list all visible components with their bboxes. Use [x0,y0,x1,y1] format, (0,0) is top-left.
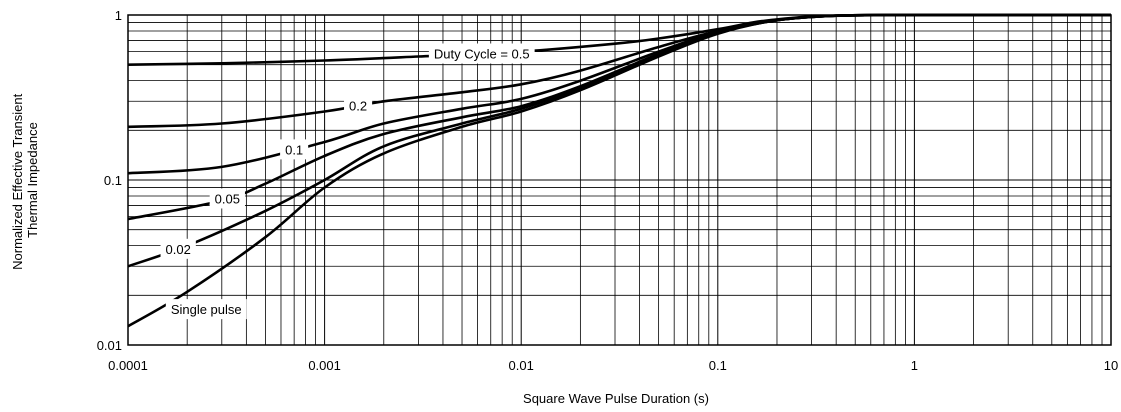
plot-area-frame [127,14,1112,346]
series-label-box [428,43,535,64]
x-axis-ticks: 0.0001 0.001 0.01 0.1 1 10 [108,358,1118,373]
x-tick-label: 1 [911,358,918,373]
series-label-3: 0.05 [209,188,245,209]
y-tick-label: 0.01 [97,338,122,353]
y-axis-title: Normalized Effective Transient Thermal I… [10,90,40,270]
x-tick-label: 0.01 [509,358,534,373]
y-axis-ticks: 0.01 0.1 1 [97,8,122,353]
series-label-text: Single pulse [171,302,242,317]
series-label-text: 0.2 [349,99,367,114]
series-label-0: Duty Cycle = 0.5 [428,43,535,64]
y-tick-label: 0.1 [104,173,122,188]
series-label-box [165,299,247,320]
series-label-box [160,238,196,259]
series-label-4: 0.02 [160,238,196,259]
series-labels: Duty Cycle = 0.5 0.2 0.1 0.05 0.02 Single pul… [160,43,535,320]
series-label-box [280,139,309,160]
x-tick-label: 0.0001 [108,358,148,373]
series-lines [127,13,1112,328]
series-label-5: Single pulse [165,299,247,320]
series-label-text: 0.05 [215,191,240,206]
series-label-box [209,188,245,209]
x-tick-label: 0.1 [709,358,727,373]
y-axis-title-line-2: Thermal Impedance [25,122,40,238]
grid [127,15,1111,346]
series-label-text: Duty Cycle = 0.5 [434,47,530,62]
series-label-box [344,95,373,116]
y-axis-title-line-1: Normalized Effective Transient [10,93,25,269]
series-label-2: 0.1 [280,139,309,160]
y-tick-label: 1 [115,8,122,23]
series-label-text: 0.1 [285,142,303,157]
x-tick-label: 0.001 [308,358,341,373]
series-label-1: 0.2 [344,95,373,116]
x-axis-title: Square Wave Pulse Duration (s) [523,391,709,406]
series-label-text: 0.02 [166,242,191,257]
series-line-2 [127,13,1112,175]
x-tick-label: 10 [1104,358,1118,373]
